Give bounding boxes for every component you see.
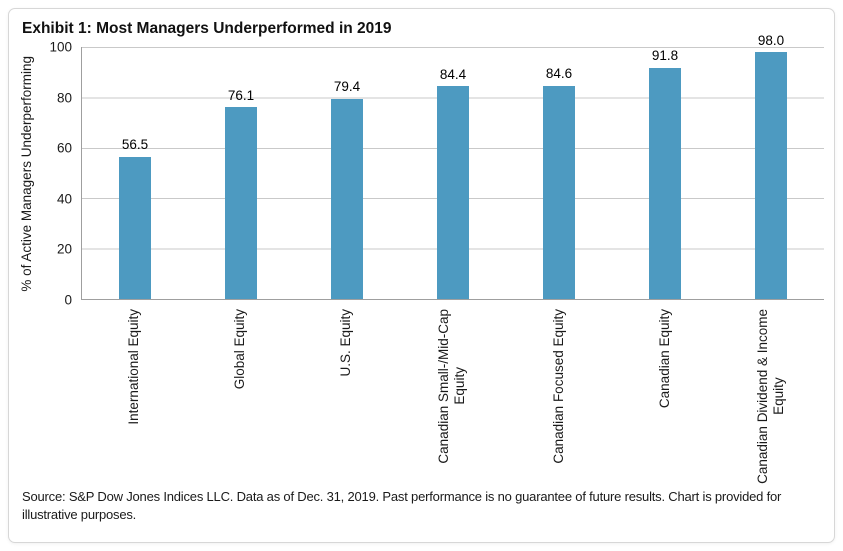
y-axis-title-text: % of Active Managers Underperforming bbox=[18, 55, 34, 292]
y-tick-label: 60 bbox=[56, 140, 72, 156]
chart-card: Exhibit 1: Most Managers Underperformed … bbox=[8, 8, 835, 543]
y-tick-label: 100 bbox=[49, 39, 72, 55]
bar-value-label: 56.5 bbox=[121, 137, 149, 153]
bar bbox=[755, 52, 787, 299]
plot-area: 56.5 76.1 79.4 84.4 84.6 91.8 98.0 bbox=[81, 34, 824, 300]
chart-title: Exhibit 1: Most Managers Underperformed … bbox=[22, 20, 392, 37]
x-category-label: Canadian Focused Equity bbox=[550, 309, 566, 464]
x-label-slot: International Equity bbox=[81, 309, 187, 486]
bar-chart: % of Active Managers Underperforming 0 20… bbox=[15, 34, 824, 486]
bar-value-label: 98.0 bbox=[757, 32, 785, 48]
x-label-slot: U.S. Equity bbox=[293, 309, 399, 486]
x-label-slot: Global Equity bbox=[187, 309, 293, 486]
bar-value-label: 84.6 bbox=[545, 66, 573, 82]
bar-slot: 76.1 bbox=[188, 47, 294, 299]
bar-value-label: 84.4 bbox=[439, 66, 467, 82]
bar-slot: 56.5 bbox=[82, 47, 188, 299]
bar-value-label: 79.4 bbox=[333, 79, 361, 95]
x-label-slot: Canadian Focused Equity bbox=[506, 309, 612, 486]
source-note: Source: S&P Dow Jones Indices LLC. Data … bbox=[22, 489, 782, 522]
bar bbox=[119, 156, 151, 299]
y-axis-title: % of Active Managers Underperforming bbox=[15, 47, 37, 300]
bar-slot: 79.4 bbox=[294, 47, 400, 299]
y-tick-label: 80 bbox=[56, 89, 72, 105]
bar-slot: 84.6 bbox=[506, 47, 612, 299]
bar bbox=[225, 107, 257, 299]
y-tick-label: 0 bbox=[64, 292, 72, 308]
x-axis-spacer bbox=[15, 300, 81, 486]
x-category-label: Canadian Equity bbox=[656, 309, 672, 409]
y-axis-ticks: 0 20 40 60 80 100 bbox=[37, 40, 81, 306]
x-label-slot: Canadian Dividend & Income Equity bbox=[718, 309, 824, 486]
bar-slot: 91.8 bbox=[612, 47, 718, 299]
x-category-label: Canadian Small-/Mid-Cap Equity bbox=[436, 309, 468, 464]
y-tick-label: 40 bbox=[56, 191, 72, 207]
x-category-label: U.S. Equity bbox=[338, 309, 354, 377]
bar bbox=[331, 98, 363, 299]
bar-value-label: 91.8 bbox=[651, 48, 679, 64]
bar-value-label: 76.1 bbox=[227, 87, 255, 103]
x-category-label: International Equity bbox=[126, 309, 142, 425]
bar bbox=[543, 85, 575, 299]
bar bbox=[437, 86, 469, 299]
y-tick-label: 20 bbox=[56, 241, 72, 257]
x-category-label: Global Equity bbox=[232, 309, 248, 390]
bar-slot: 98.0 bbox=[718, 34, 824, 299]
x-label-slot: Canadian Small-/Mid-Cap Equity bbox=[399, 309, 505, 486]
x-axis-labels: International Equity Global Equity U.S. Eq… bbox=[81, 300, 824, 486]
bar-slot: 84.4 bbox=[400, 47, 506, 299]
x-category-label: Canadian Dividend & Income Equity bbox=[754, 309, 786, 484]
x-label-slot: Canadian Equity bbox=[612, 309, 718, 486]
bar bbox=[649, 67, 681, 299]
